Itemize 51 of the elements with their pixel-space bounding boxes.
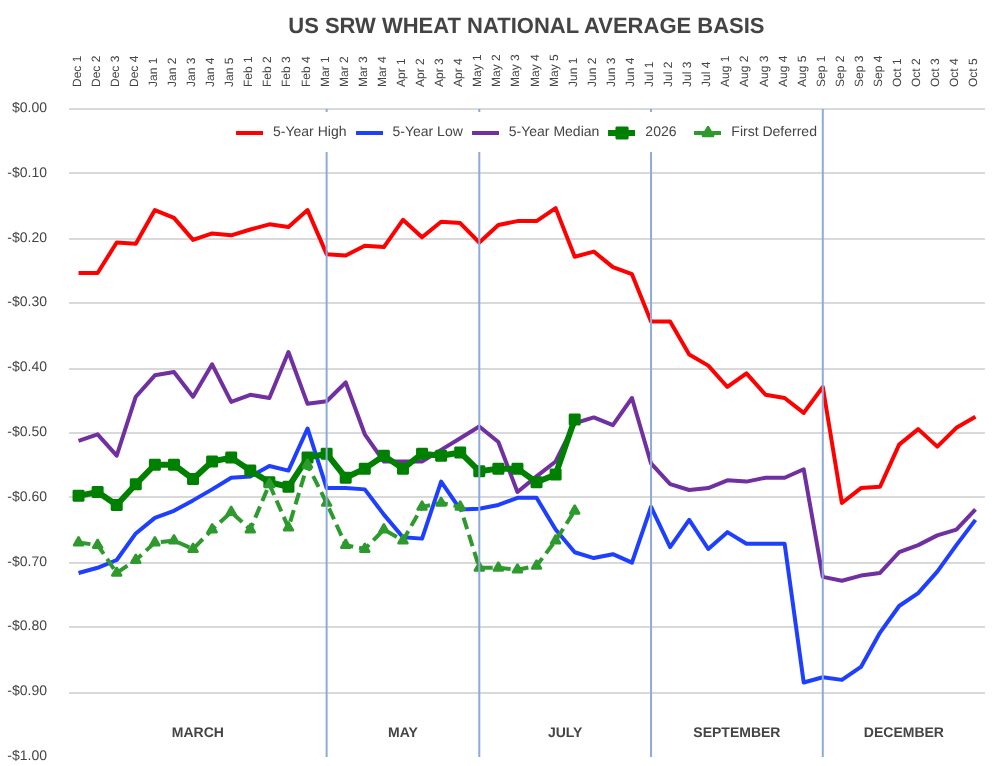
point: [167, 533, 180, 545]
line-series: [76, 426, 978, 685]
point: [396, 533, 409, 545]
point: [549, 468, 562, 481]
line-series: [76, 206, 978, 505]
point: [396, 462, 409, 475]
point: [206, 522, 219, 534]
point: [225, 505, 238, 516]
point: [225, 451, 238, 464]
point: [530, 476, 543, 489]
point: [148, 458, 161, 471]
point: [167, 458, 180, 471]
point: [511, 562, 524, 574]
point: [282, 480, 295, 493]
point: [530, 559, 543, 570]
point: [492, 561, 505, 572]
point: [568, 413, 581, 426]
point: [358, 542, 371, 553]
point: [454, 500, 467, 511]
point: [511, 462, 524, 475]
point: [282, 520, 295, 532]
chart-title: US SRW WHEAT NATIONAL AVERAGE BASIS: [288, 15, 765, 39]
point: [377, 449, 390, 462]
point: [72, 535, 85, 547]
point: [110, 498, 123, 511]
point: [416, 447, 429, 460]
point: [568, 503, 581, 515]
point: [91, 538, 104, 549]
point: [435, 496, 448, 507]
point: [129, 478, 142, 491]
point: [358, 462, 371, 475]
point: [301, 457, 314, 469]
point: [72, 489, 85, 502]
point: [244, 522, 257, 534]
point: [91, 485, 104, 498]
point: [187, 473, 200, 486]
point: [187, 542, 200, 553]
point: [492, 462, 505, 475]
point: [110, 566, 123, 577]
point: [339, 538, 352, 549]
point: [549, 533, 562, 545]
point: [206, 455, 219, 468]
point: [377, 522, 390, 534]
point: [454, 446, 467, 459]
point: [129, 553, 142, 564]
point: [244, 464, 257, 477]
point: [416, 500, 429, 511]
point: [148, 535, 161, 547]
point: [435, 449, 448, 462]
point: [339, 471, 352, 484]
line-series: [76, 350, 978, 583]
